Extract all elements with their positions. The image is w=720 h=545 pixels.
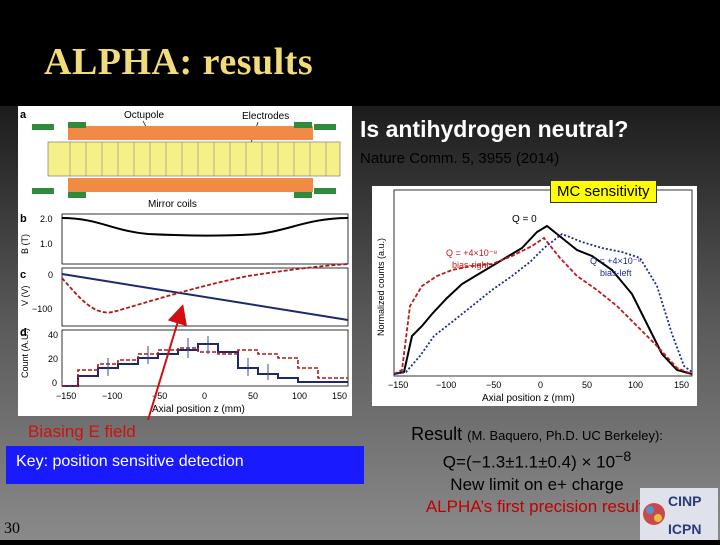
left-xlabel: Axial position z (mm) [152, 404, 245, 415]
count-ylabel: Count (A.U.) [20, 328, 30, 378]
panel-c-label: c [20, 269, 26, 281]
key-box: Key: position sensitive detection [6, 446, 364, 484]
reference: Nature Comm. 5, 3955 (2014) [360, 150, 560, 167]
count-tick-40: 40 [48, 330, 58, 340]
logo-svg: CINP ICPN [640, 488, 718, 540]
q-value: Q=(−1.3±1.1±0.4) × 10 [442, 452, 616, 472]
count-tick-20: 20 [48, 354, 58, 364]
cinp-icpn-logo: CINP ICPN [640, 488, 718, 540]
x-tick-neg150: −150 [56, 391, 76, 401]
q-value-line: Q=(−1.3±1.1±0.4) × 10−8 [372, 449, 702, 473]
q0-label: Q = 0 [512, 214, 537, 225]
v-tick-neg100: −100 [32, 304, 52, 314]
x-tick-0: 0 [202, 391, 207, 401]
v-ylabel: V (V) [20, 285, 30, 306]
count-tick-0: 0 [52, 378, 57, 388]
panel-b-label: b [20, 213, 27, 225]
new-limit: New limit on e+ charge [450, 474, 624, 494]
octupole-label: Octupole [124, 110, 164, 121]
page-number: 30 [4, 520, 20, 537]
v-red-curve [61, 263, 349, 314]
right-x-tick-0: 0 [538, 380, 543, 390]
mc-sensitivity-box: MC sensitivity [550, 180, 657, 203]
biasing-label: Biasing E field [28, 422, 136, 441]
right-x-tick-50: 50 [582, 380, 592, 390]
q-pos-sub: bias-left [600, 268, 632, 278]
panel-d-label: d [20, 327, 27, 339]
b-tick-1: 1.0 [40, 239, 53, 249]
v-tick-0: 0 [48, 270, 53, 280]
count-blue-hist [62, 343, 348, 387]
x-tick-150: 150 [332, 391, 347, 401]
question-title: Is antihydrogen neutral? [360, 116, 629, 142]
q0-curve [393, 224, 693, 375]
figure-right: Normalized counts (a.u.) Q = 0 Q = +4×10… [372, 186, 697, 406]
panel-a-label: a [20, 109, 27, 121]
x-tick-100: 100 [292, 391, 307, 401]
result-label: Result [411, 424, 463, 444]
electrodes-label: Electrodes [242, 111, 289, 122]
figure-left: a Octupole Electrodes Mirror coils b [18, 106, 352, 416]
right-ylabel: Normalized counts (a.u.) [376, 238, 386, 336]
slide-title: ALPHA: results [44, 41, 314, 83]
q-pos-label: Q = +4×10⁻⁸ [590, 256, 642, 266]
first-result: ALPHA’s first precision result! [425, 496, 649, 516]
logo-top-text: CINP [668, 493, 701, 509]
right-x-tick-neg50: −50 [486, 380, 501, 390]
b-field-curve [61, 217, 349, 237]
q-neg-sub: bias-right [452, 260, 490, 270]
x-tick-50: 50 [248, 391, 258, 401]
right-x-tick-150: 150 [674, 380, 689, 390]
octupole-bottom [68, 178, 313, 192]
b-ylabel: B (T) [20, 234, 30, 254]
right-x-tick-100: 100 [628, 380, 643, 390]
octupole-top [68, 126, 313, 140]
result-block: Result (M. Baquero, Ph.D. UC Berkeley): … [372, 424, 702, 517]
right-x-tick-neg150: −150 [388, 380, 408, 390]
result-line: Result (M. Baquero, Ph.D. UC Berkeley): [372, 424, 702, 445]
logo-bottom-text: ICPN [668, 521, 701, 537]
right-xlabel: Axial position z (mm) [482, 393, 575, 404]
title-bar [0, 0, 720, 106]
v-blue-line [61, 273, 349, 321]
figure-right-svg: Normalized counts (a.u.) Q = 0 Q = +4×10… [376, 189, 693, 404]
x-tick-neg50: −50 [152, 391, 167, 401]
mirror-coils-label: Mirror coils [148, 199, 197, 210]
figure-left-svg: a Octupole Electrodes Mirror coils b [20, 109, 349, 415]
bias-right-curve [393, 236, 693, 375]
result-attribution: (M. Baquero, Ph.D. UC Berkeley): [467, 428, 663, 443]
electrodes [47, 141, 341, 177]
bias-left-curve [393, 232, 693, 375]
q-exponent: −8 [615, 449, 632, 465]
b-tick-2: 2.0 [40, 214, 53, 224]
q-neg-label: Q = +4×10⁻⁸ [446, 248, 498, 258]
x-tick-neg100: −100 [102, 391, 122, 401]
right-x-tick-neg100: −100 [436, 380, 456, 390]
